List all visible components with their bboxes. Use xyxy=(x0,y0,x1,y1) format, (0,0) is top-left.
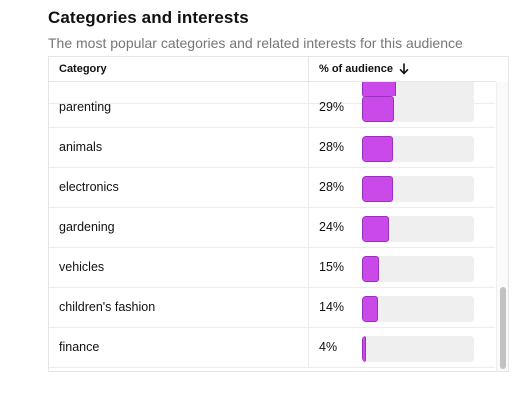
table-row: gardening 24% xyxy=(49,208,495,248)
section-subtitle: The most popular categories and related … xyxy=(48,35,463,51)
row-percent: 14% xyxy=(319,300,345,314)
row-percent: 15% xyxy=(319,260,345,274)
row-divider xyxy=(308,88,309,128)
row-category: gardening xyxy=(59,220,115,234)
table-body: parenting 29% animals 28% electronics 28% gard… xyxy=(49,64,495,371)
row-divider xyxy=(308,168,309,208)
row-divider xyxy=(308,328,309,368)
arrow-down-icon[interactable] xyxy=(399,63,409,75)
table-row: vehicles 15% xyxy=(49,248,495,288)
table-row: animals 28% xyxy=(49,128,495,168)
row-percent: 24% xyxy=(319,220,345,234)
audience-bar-fill xyxy=(362,296,378,322)
audience-bar-track xyxy=(362,216,474,242)
percent-column-header[interactable]: % of audience xyxy=(319,63,409,75)
row-percent: 28% xyxy=(319,140,345,154)
table-row: electronics 28% xyxy=(49,168,495,208)
audience-bar-track xyxy=(362,176,474,202)
header-divider xyxy=(308,57,309,81)
row-divider xyxy=(308,64,309,104)
row-divider xyxy=(308,128,309,168)
section-title: Categories and interests xyxy=(48,8,249,27)
audience-bar-track xyxy=(362,336,474,362)
audience-bar-fill xyxy=(362,216,389,242)
table-header: Category % of audience xyxy=(49,57,495,82)
categories-table: Category % of audience parenting 29% anima… xyxy=(48,56,509,372)
table-row: parenting 29% xyxy=(49,88,495,128)
audience-bar-fill xyxy=(362,256,379,282)
audience-bar-fill xyxy=(362,136,393,162)
category-column-header[interactable]: Category xyxy=(59,63,107,75)
table-row: finance 4% xyxy=(49,328,495,368)
row-percent: 4% xyxy=(319,340,338,354)
percent-column-header-label: % of audience xyxy=(319,63,393,75)
audience-bar-track xyxy=(362,296,474,322)
row-divider xyxy=(308,248,309,288)
audience-bar-track xyxy=(362,136,474,162)
audience-bar-fill xyxy=(362,96,394,122)
audience-bar-fill xyxy=(362,336,366,362)
audience-bar-track xyxy=(362,96,474,122)
row-category: animals xyxy=(59,140,103,154)
row-percent: 28% xyxy=(319,180,345,194)
audience-bar-track xyxy=(362,256,474,282)
row-category: children's fashion xyxy=(59,300,156,314)
row-divider xyxy=(308,208,309,248)
row-percent: 29% xyxy=(319,100,345,114)
row-category: parenting xyxy=(59,100,112,114)
row-category: electronics xyxy=(59,180,119,194)
row-divider xyxy=(308,288,309,328)
table-row: children's fashion 14% xyxy=(49,288,495,328)
scrollbar-thumb[interactable] xyxy=(500,287,506,369)
row-category: finance xyxy=(59,340,100,354)
row-category: vehicles xyxy=(59,260,105,274)
audience-bar-fill xyxy=(362,176,393,202)
vertical-scrollbar[interactable] xyxy=(496,82,508,371)
